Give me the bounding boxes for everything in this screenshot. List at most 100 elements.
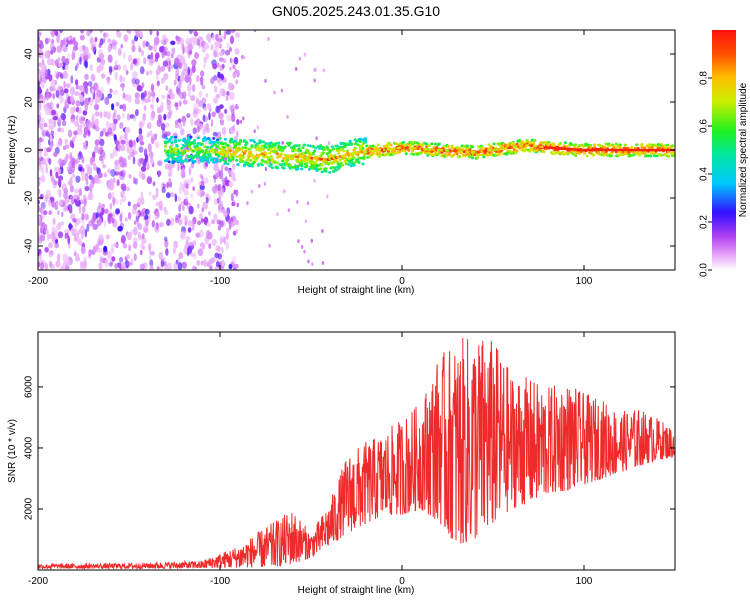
noise-blob (230, 192, 234, 202)
noise-blob (61, 55, 66, 64)
signal-blob (217, 147, 221, 150)
signal-blob (182, 144, 187, 148)
noise-blob (128, 145, 134, 153)
signal-blob (193, 139, 197, 142)
noise-blob (148, 70, 153, 75)
signal-blob (514, 151, 518, 155)
signal-blob (655, 154, 659, 158)
signal-blob (270, 166, 274, 170)
signal-blob (361, 162, 365, 166)
noise-blob (175, 196, 182, 202)
signal-blob (300, 167, 304, 171)
noise-blob (178, 80, 182, 90)
signal-blob (320, 163, 324, 167)
signal-blob (510, 143, 514, 147)
noise-blob (83, 198, 87, 207)
noise-blob (185, 37, 191, 45)
x-tick-label: 0 (399, 276, 405, 287)
signal-blob (203, 145, 207, 149)
noise-blob (122, 51, 127, 59)
noise-blob (57, 210, 60, 216)
signal-blob (430, 142, 434, 146)
noise-blob (172, 240, 177, 249)
noise-blob (44, 247, 49, 253)
signal-blob (377, 154, 381, 158)
noise-blob (122, 64, 127, 72)
signal-blob (166, 157, 170, 161)
noise-blob (39, 176, 44, 182)
signal-blob (219, 150, 224, 154)
noise-blob (163, 210, 169, 215)
noise-blob (40, 81, 45, 88)
noise-blob (140, 249, 143, 256)
signal-blob (222, 145, 226, 149)
noise-blob (122, 76, 126, 83)
signal-blob (268, 158, 272, 162)
signal-blob (435, 146, 439, 149)
noise-blob (93, 174, 100, 180)
noise-blob (204, 42, 210, 50)
noise-blob (203, 62, 206, 69)
noise-blob (164, 122, 170, 128)
y-tick-label: 0 (24, 147, 35, 153)
signal-blob (235, 158, 239, 162)
noise-blob (105, 234, 111, 240)
noise-blob (203, 58, 208, 64)
noise-blob (215, 93, 221, 99)
noise-blob (69, 176, 73, 184)
signal-blob (650, 145, 654, 149)
noise-blob (81, 212, 85, 221)
noise-blob (112, 151, 119, 157)
signal-blob (223, 137, 227, 141)
noise-blob (150, 52, 154, 61)
signal-blob (515, 142, 519, 146)
signal-blob (213, 149, 217, 152)
signal-blob (458, 146, 462, 150)
noise-blob (63, 80, 66, 89)
signal-blob (642, 146, 647, 150)
noise-blob (187, 91, 192, 98)
signal-blob (302, 143, 306, 147)
noise-blob (213, 198, 218, 205)
noise-blob (326, 194, 329, 199)
signal-blob (356, 143, 360, 147)
noise-blob (145, 40, 148, 48)
noise-blob (287, 208, 290, 213)
signal-blob (358, 140, 362, 144)
noise-blob (156, 97, 159, 103)
y-tick-label: 20 (24, 96, 35, 108)
noise-blob (58, 117, 62, 124)
noise-blob (231, 109, 234, 114)
noise-blob (166, 192, 171, 199)
noise-blob (188, 166, 192, 176)
noise-blob (62, 46, 68, 53)
signal-blob (330, 145, 334, 149)
signal-blob (260, 144, 264, 148)
noise-blob (210, 257, 216, 263)
signal-blob (291, 157, 295, 161)
noise-blob (165, 85, 169, 91)
noise-blob (149, 157, 154, 165)
signal-blob (622, 152, 626, 156)
signal-blob (458, 155, 462, 158)
noise-blob (120, 44, 124, 49)
noise-blob (143, 57, 147, 65)
noise-blob (230, 57, 234, 66)
noise-blob (156, 80, 160, 87)
noise-blob (300, 245, 304, 249)
noise-blob (183, 189, 189, 196)
noise-blob (133, 58, 137, 65)
signal-blob (198, 148, 202, 152)
noise-blob (202, 201, 208, 210)
signal-blob (249, 139, 253, 142)
noise-blob (88, 129, 91, 136)
signal-blob (212, 151, 216, 154)
noise-blob (49, 260, 53, 268)
noise-blob (120, 183, 127, 191)
signal-blob (195, 144, 199, 148)
signal-blob (664, 146, 668, 150)
noise-blob (217, 38, 223, 43)
colorbar-tick-label: 0.8 (699, 71, 710, 85)
noise-blob (199, 76, 204, 83)
noise-blob (190, 193, 194, 199)
